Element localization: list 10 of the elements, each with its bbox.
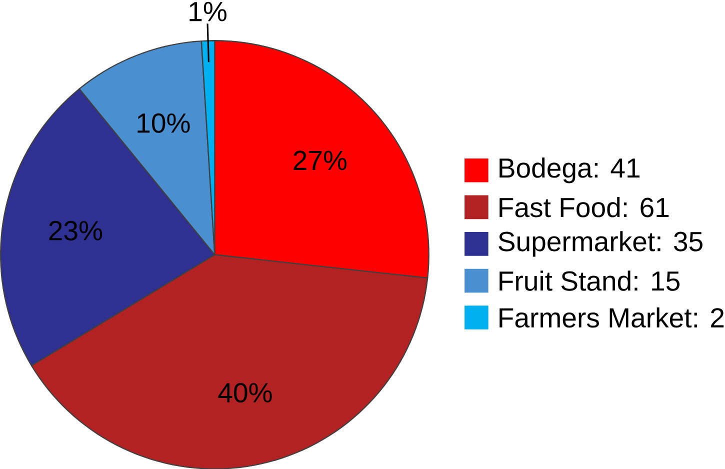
legend-label: Fruit Stand: 15 bbox=[500, 270, 680, 291]
data-label: 23% bbox=[49, 220, 102, 240]
legend-label: Farmers Market: 2 bbox=[500, 307, 724, 328]
data-label: 40% bbox=[218, 382, 272, 402]
legend-label: Supermarket: 35 bbox=[498, 230, 702, 257]
data-label: 27% bbox=[294, 150, 347, 170]
data-label: 1% bbox=[190, 2, 226, 21]
data-label: 10% bbox=[138, 113, 190, 133]
legend-label: Fast Food: 61 bbox=[500, 196, 669, 218]
legend-label: Bodega: 41 bbox=[500, 157, 640, 183]
